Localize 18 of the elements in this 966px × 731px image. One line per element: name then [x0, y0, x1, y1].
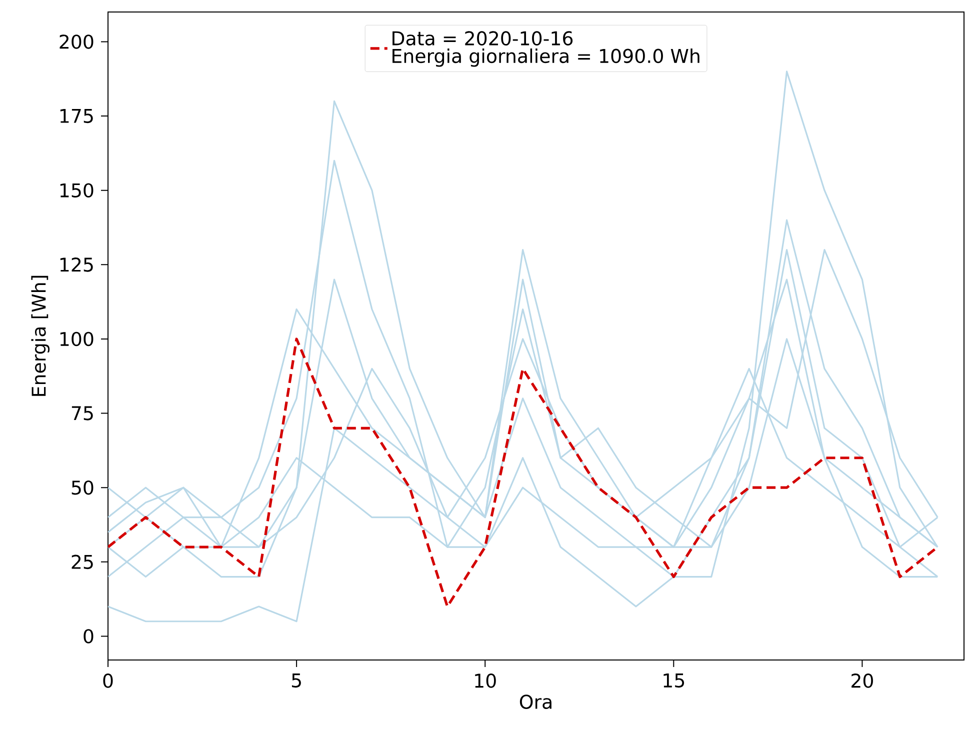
y-tick-label: 175 [60, 109, 93, 124]
y-tick-label: 75 [72, 406, 93, 420]
y-tick-label: 50 [72, 480, 94, 495]
x-tick-label: 20 [852, 674, 873, 688]
y-tick-label: 200 [60, 34, 94, 49]
y-tick-label: 25 [72, 554, 93, 570]
y-axis-title: Energia [Wh] [31, 276, 50, 396]
legend-label: Data = 2020-10-16 [392, 31, 573, 46]
x-tick-label: 5 [292, 674, 301, 688]
x-tick-label: 0 [103, 674, 113, 688]
y-tick-label: 125 [60, 258, 93, 272]
y-tick-label: 0 [84, 629, 94, 644]
x-tick-label: 10 [475, 674, 496, 688]
y-tick-label: 150 [60, 183, 94, 198]
x-tick-label: 15 [664, 674, 684, 688]
annotation: Energia giornaliera = 1090.0 Wh [392, 48, 700, 67]
y-tick-label: 100 [60, 332, 94, 346]
x-axis-title: Ora [520, 694, 552, 709]
